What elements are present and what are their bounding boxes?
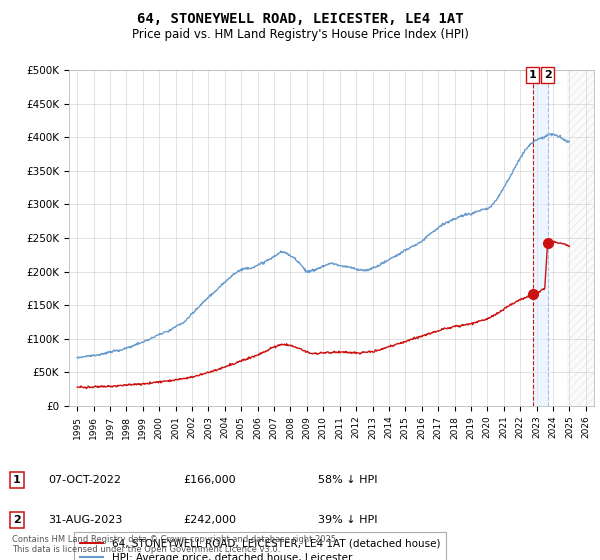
- Text: 64, STONEYWELL ROAD, LEICESTER, LE4 1AT: 64, STONEYWELL ROAD, LEICESTER, LE4 1AT: [137, 12, 463, 26]
- Text: 31-AUG-2023: 31-AUG-2023: [48, 515, 122, 525]
- Text: 2: 2: [544, 70, 551, 80]
- Legend: 64, STONEYWELL ROAD, LEICESTER, LE4 1AT (detached house), HPI: Average price, de: 64, STONEYWELL ROAD, LEICESTER, LE4 1AT …: [74, 532, 446, 560]
- Bar: [533, 70, 548, 406]
- Text: Contains HM Land Registry data © Crown copyright and database right 2025.
This d: Contains HM Land Registry data © Crown c…: [12, 535, 338, 554]
- Text: 1: 1: [529, 70, 536, 80]
- Text: Price paid vs. HM Land Registry's House Price Index (HPI): Price paid vs. HM Land Registry's House …: [131, 28, 469, 41]
- Text: £242,000: £242,000: [183, 515, 236, 525]
- Text: 2: 2: [13, 515, 20, 525]
- Text: 58% ↓ HPI: 58% ↓ HPI: [318, 475, 377, 485]
- Text: 39% ↓ HPI: 39% ↓ HPI: [318, 515, 377, 525]
- Text: 1: 1: [13, 475, 20, 485]
- Text: £166,000: £166,000: [183, 475, 236, 485]
- Text: 07-OCT-2022: 07-OCT-2022: [48, 475, 121, 485]
